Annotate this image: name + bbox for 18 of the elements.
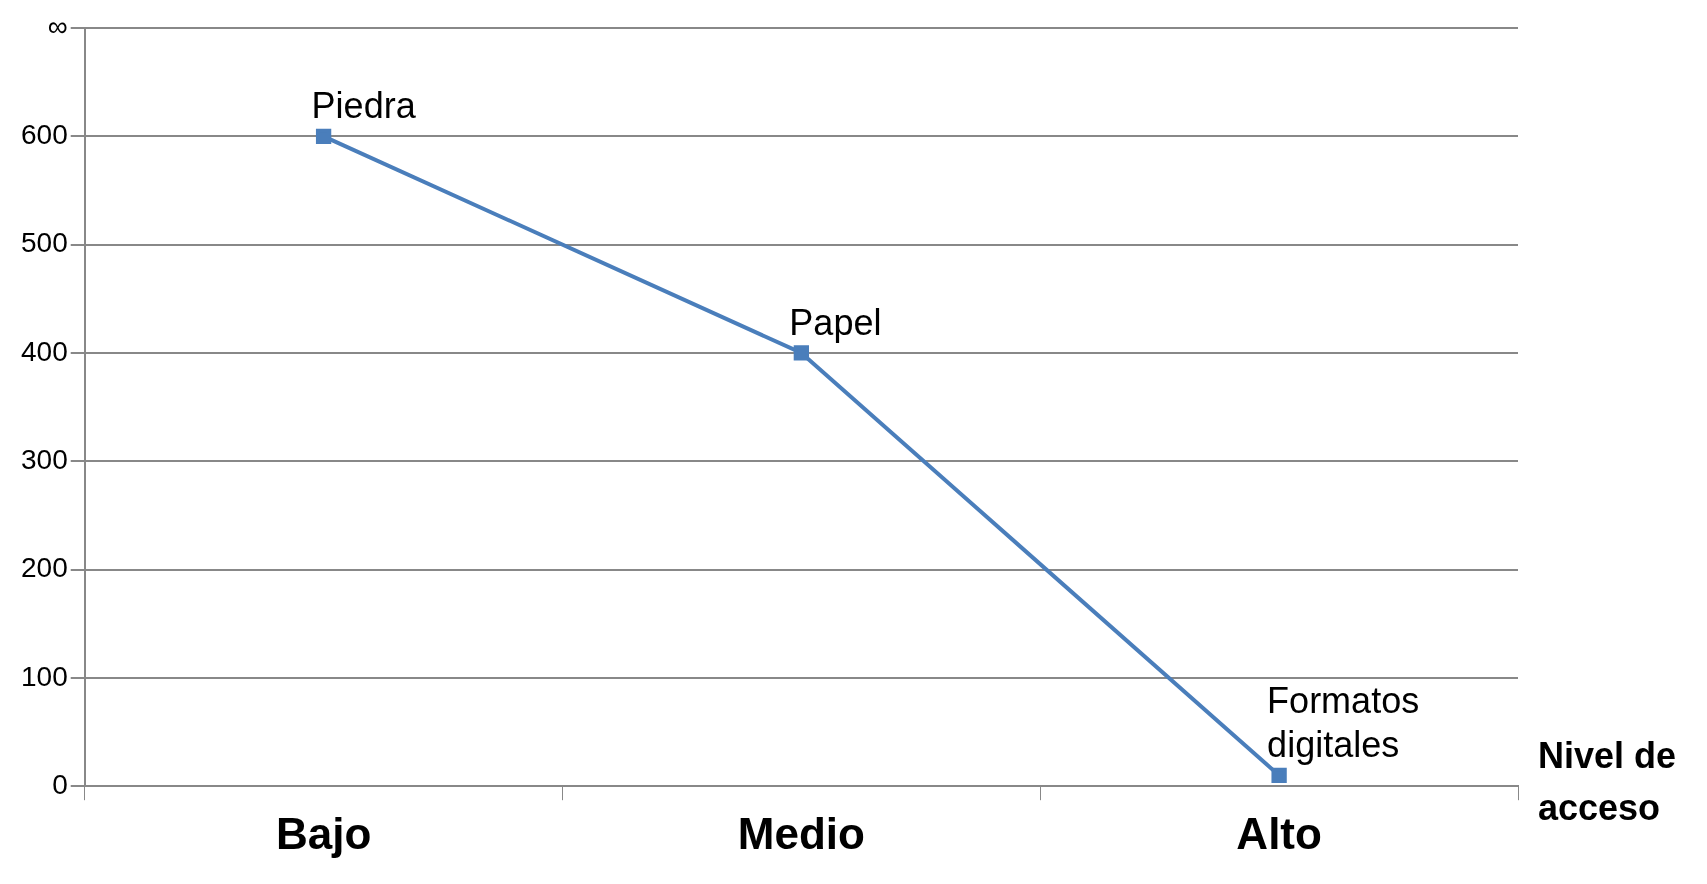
y-tick-label: 100 (21, 660, 68, 692)
point (315, 128, 332, 144)
point (1271, 767, 1287, 784)
x-tick-label: Bajo (275, 808, 372, 858)
annotation: Piedra (311, 85, 417, 127)
y-tick-label: 200 (21, 552, 68, 584)
x-tick-label: Medio (737, 808, 865, 858)
y-tick-label: 0 (52, 768, 68, 800)
y-tick-label: ∞ (47, 10, 68, 42)
x-axis-title: Nivel de acceso (1538, 735, 1677, 829)
y-tick-label: 300 (21, 443, 68, 475)
y-tick-label: 400 (21, 335, 68, 367)
annotation: Formatos digitales (1267, 680, 1420, 766)
x-tick-label: Alto (1236, 808, 1322, 858)
annotation: Papel (789, 301, 882, 343)
y-tick-label: 500 (21, 227, 68, 259)
point (793, 345, 810, 361)
y-tick-label: 600 (21, 119, 68, 151)
